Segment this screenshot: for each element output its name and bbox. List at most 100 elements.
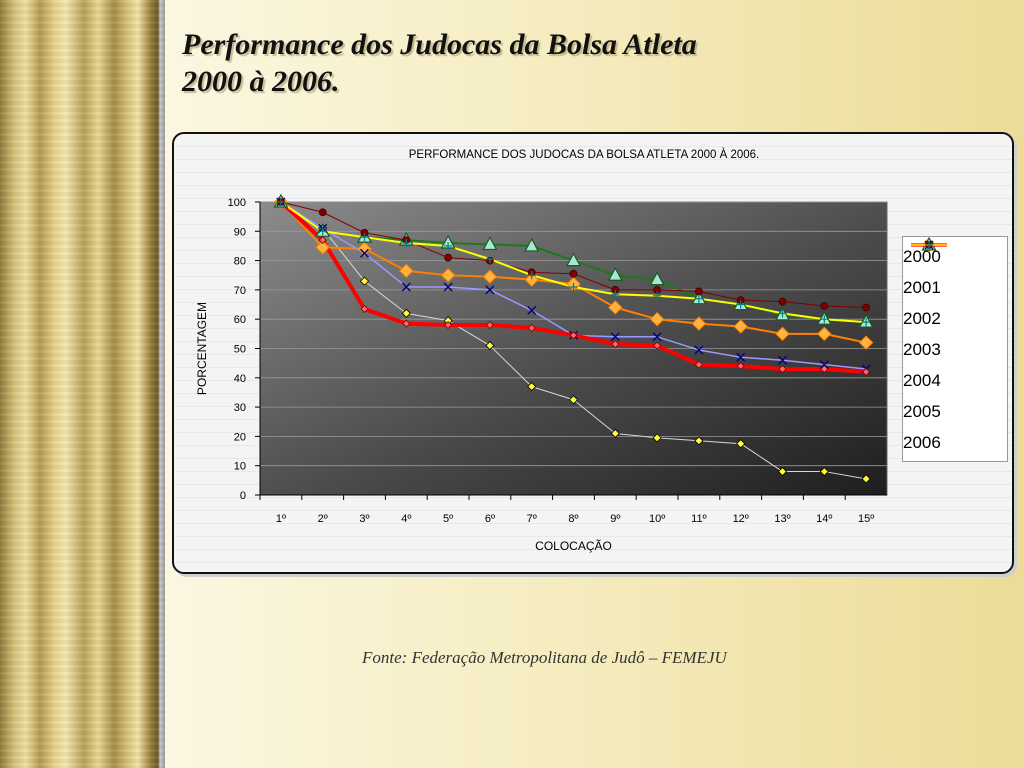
legend-item: 2003 <box>903 240 1007 365</box>
y-tick-label: 10 <box>234 461 246 473</box>
y-tick-label: 40 <box>234 373 246 385</box>
x-tick-label: 14º <box>816 513 832 525</box>
decorative-border <box>0 0 165 768</box>
data-point <box>819 360 829 370</box>
y-tick-label: 70 <box>234 285 246 297</box>
data-point <box>862 367 871 377</box>
data-point <box>610 428 620 439</box>
y-tick-label: 60 <box>234 314 246 326</box>
y-tick-label: 30 <box>234 402 246 414</box>
data-point <box>611 340 620 349</box>
legend-swatch <box>911 241 947 249</box>
y-tick-label: 20 <box>234 431 246 443</box>
x-tick-label: 3º <box>359 513 369 525</box>
y-axis-label: PORCENTAGEM <box>195 302 209 395</box>
data-point <box>694 360 703 369</box>
data-point <box>482 269 498 284</box>
x-tick-label: 7º <box>527 513 537 525</box>
data-point <box>402 239 411 248</box>
x-tick-label: 9º <box>610 513 620 525</box>
data-point <box>819 466 829 477</box>
data-point <box>524 237 540 252</box>
data-point <box>607 266 623 281</box>
x-tick-label: 5º <box>443 513 453 525</box>
data-point <box>858 335 874 350</box>
legend-label: 2000 <box>903 246 941 266</box>
data-point <box>444 253 453 262</box>
data-point <box>569 331 578 340</box>
line-chart: PERFORMANCE DOS JUDOCAS DA BOLSA ATLETA … <box>195 148 888 553</box>
x-tick-label: 6º <box>485 513 495 525</box>
data-point <box>653 341 662 350</box>
data-point <box>568 395 579 405</box>
data-point <box>485 255 494 264</box>
data-point <box>318 208 327 217</box>
data-point <box>862 303 870 312</box>
y-tick-label: 0 <box>240 490 246 502</box>
legend-item: 2002 <box>903 237 1007 334</box>
data-point <box>276 198 285 206</box>
data-point <box>527 323 536 333</box>
data-point <box>485 320 494 330</box>
x-tick-label: 4º <box>401 513 411 525</box>
data-point <box>736 300 745 309</box>
data-point <box>565 252 582 267</box>
series-markers-2005 <box>277 198 870 312</box>
data-point <box>649 311 665 327</box>
data-point <box>569 282 578 291</box>
data-point <box>402 319 411 328</box>
x-tick-label: 1º <box>276 513 286 525</box>
data-point <box>443 282 453 292</box>
chart-legend: 2000 2001 2002 2003 2004 2005 2006 <box>902 236 1008 462</box>
x-tick-label: 11º <box>691 513 706 525</box>
data-point <box>527 305 537 315</box>
x-tick-label: 15º <box>858 513 874 525</box>
data-point <box>652 332 662 342</box>
data-point <box>691 316 707 331</box>
series-markers-2004 <box>276 197 871 377</box>
x-tick-label: 2º <box>318 513 328 525</box>
data-point <box>694 436 704 446</box>
data-point <box>401 282 411 292</box>
data-point <box>778 297 787 306</box>
legend-label: 2003 <box>903 339 941 359</box>
data-point <box>360 304 369 314</box>
data-point <box>695 287 703 296</box>
x-tick-label: 10º <box>649 513 665 525</box>
data-point <box>736 439 746 449</box>
data-point <box>360 233 369 242</box>
data-point <box>820 302 829 310</box>
data-point <box>817 326 832 342</box>
data-point <box>861 474 871 484</box>
y-tick-label: 80 <box>234 256 246 268</box>
y-tick-label: 100 <box>228 197 246 209</box>
data-point <box>527 382 537 392</box>
data-point <box>925 241 933 249</box>
data-point <box>652 433 662 443</box>
data-point <box>694 345 704 355</box>
data-point <box>649 271 665 286</box>
x-axis-label: COLOCAÇÃO <box>535 539 612 553</box>
x-tick-label: 13º <box>774 513 790 525</box>
data-point <box>444 241 453 250</box>
y-tick-label: 90 <box>234 226 246 238</box>
chart-frame: PERFORMANCE DOS JUDOCAS DA BOLSA ATLETA … <box>172 132 1014 574</box>
legend-item: 2005 <box>903 241 1007 427</box>
slide-title: Performance dos Judocas da Bolsa Atleta … <box>182 26 697 100</box>
data-point <box>611 290 620 299</box>
legend-item: 2001 <box>903 237 1007 303</box>
data-point <box>777 466 788 477</box>
legend-label: 2002 <box>903 308 941 328</box>
legend-label: 2004 <box>903 370 941 390</box>
data-point <box>778 355 787 365</box>
data-point <box>778 309 787 318</box>
legend-item: 2004 <box>903 240 1007 396</box>
data-point <box>736 352 746 362</box>
source-caption: Fonte: Federação Metropolitana de Judô –… <box>362 648 727 667</box>
data-point <box>820 315 829 324</box>
chart-title: PERFORMANCE DOS JUDOCAS DA BOLSA ATLETA … <box>409 148 759 161</box>
legend-label: 2001 <box>903 277 941 297</box>
data-point <box>318 236 327 245</box>
data-point <box>360 248 369 258</box>
data-point <box>775 326 790 342</box>
